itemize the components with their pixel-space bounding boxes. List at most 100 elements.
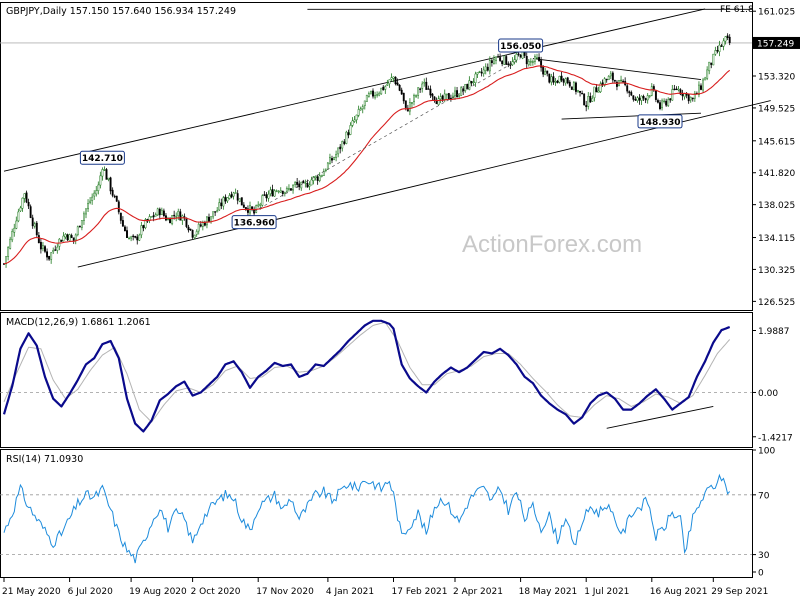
candle-body: [591, 98, 594, 102]
x-tick-label: 1 Jul 2021: [584, 587, 629, 597]
candle-body: [564, 78, 567, 84]
candle-body: [7, 247, 10, 257]
candle-body: [216, 210, 219, 213]
candle-body: [56, 246, 59, 251]
candle-body: [326, 162, 329, 170]
candle-body: [546, 70, 549, 74]
candle-body: [499, 57, 502, 61]
candle-body: [230, 194, 233, 198]
candle-body: [343, 141, 346, 144]
price-tick-label: 126.525: [758, 298, 795, 308]
candle-body: [367, 93, 370, 97]
candle-body: [271, 189, 274, 197]
candle-body: [400, 89, 403, 95]
candle-body: [46, 251, 48, 258]
candle-body: [493, 59, 495, 64]
candle-body: [698, 84, 700, 95]
candle-body: [329, 157, 331, 165]
fe-label: FE 61.8: [720, 5, 754, 15]
candle-body: [226, 197, 229, 202]
candle-body: [242, 204, 245, 208]
candle-body: [382, 86, 385, 91]
candle-body: [169, 218, 172, 224]
candle-body: [95, 190, 98, 195]
candle-body: [710, 62, 713, 65]
candle-body: [720, 45, 723, 47]
candle-body: [689, 96, 692, 101]
candle-body: [480, 71, 483, 74]
candle-body: [550, 76, 553, 83]
candle-body: [361, 106, 364, 110]
candle-body: [42, 245, 44, 249]
candle-body: [208, 216, 210, 222]
candle-body: [232, 192, 235, 197]
candle-body: [210, 216, 213, 222]
candle-body: [581, 92, 584, 95]
candle-body: [636, 97, 639, 101]
candle-body: [17, 211, 20, 222]
candle-body: [214, 211, 217, 213]
rsi-tick-label: 0: [758, 569, 764, 579]
candle-body: [626, 85, 629, 92]
pivot-label-box: [79, 150, 125, 165]
candle-body: [31, 217, 34, 227]
candle-body: [185, 217, 188, 227]
candle-body: [144, 219, 147, 228]
rsi-tick-label: 30: [758, 551, 770, 561]
candle-body: [333, 157, 336, 160]
candle-body: [540, 60, 543, 68]
candle-body: [35, 222, 38, 236]
candle-body: [517, 53, 520, 55]
candle-body: [380, 87, 383, 95]
candle-body: [476, 72, 479, 75]
candle-body: [722, 40, 725, 47]
triangle-upper-trendline: [532, 58, 702, 80]
candle-body: [659, 102, 661, 109]
candle-body: [534, 56, 536, 62]
candle-body: [160, 209, 163, 215]
candle-body: [583, 93, 586, 106]
candle-body: [74, 234, 77, 241]
candle-body: [285, 188, 288, 192]
candle-body: [449, 97, 452, 100]
candle-body: [370, 90, 372, 94]
candle-body: [244, 207, 247, 210]
candle-body: [638, 97, 641, 101]
candle-body: [427, 88, 430, 90]
candle-body: [470, 80, 473, 84]
candle-body: [726, 35, 729, 38]
candle-body: [218, 202, 221, 211]
candle-body: [585, 105, 588, 108]
candle-body: [19, 207, 22, 212]
candle-body: [121, 220, 124, 227]
candle-body: [423, 81, 426, 84]
candle-body: [247, 208, 249, 213]
candle-body: [50, 252, 53, 260]
candle-body: [657, 100, 659, 103]
candle-body: [507, 63, 510, 66]
pivot-label-box: [637, 114, 683, 129]
candle-body: [714, 50, 717, 55]
candle-body: [117, 201, 120, 213]
candle-body: [413, 95, 415, 103]
candle-body: [283, 191, 286, 194]
x-tick-label: 17 Feb 2021: [392, 587, 448, 597]
candle-body: [257, 204, 260, 207]
candle-body: [488, 60, 491, 72]
candle-body: [404, 100, 407, 108]
candle-body: [716, 50, 719, 52]
pivot-label-text: 156.050: [500, 42, 541, 52]
candle-body: [521, 52, 524, 59]
candle-body: [136, 236, 139, 241]
candle-body: [85, 208, 87, 215]
candle-body: [150, 216, 153, 218]
candle-body: [628, 91, 631, 94]
candle-body: [80, 220, 83, 228]
candle-body: [634, 99, 637, 101]
candle-body: [445, 93, 448, 96]
candle-body: [456, 90, 459, 98]
rsi-tick-label: 100: [758, 447, 775, 457]
candle-body: [23, 193, 26, 199]
candle-body: [128, 237, 131, 240]
candle-body: [345, 131, 348, 144]
